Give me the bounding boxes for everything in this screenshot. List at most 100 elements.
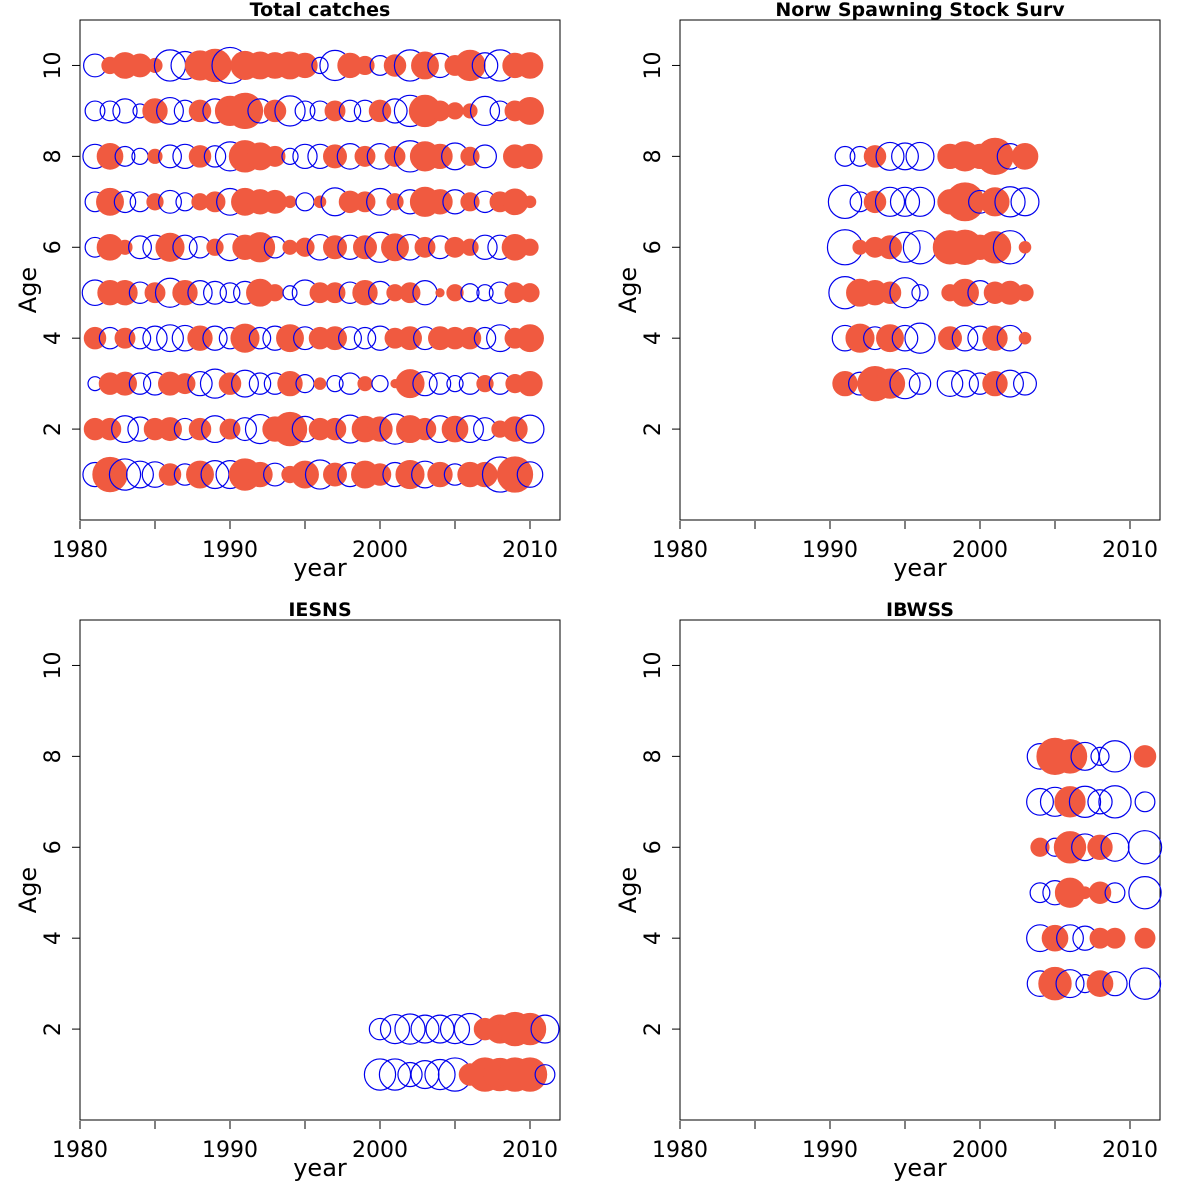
bubble-positive [1086, 970, 1114, 997]
bubble-negative [187, 370, 213, 397]
bubble-positive [1011, 143, 1039, 170]
x-axis-label: year [893, 554, 947, 582]
y-tick-label: 4 [41, 331, 66, 345]
bubble-negative [128, 326, 152, 350]
bubble-negative [397, 1061, 423, 1088]
bubble-negative [294, 100, 316, 122]
x-tick-label: 2010 [1102, 1138, 1158, 1163]
bubble-negative [292, 143, 318, 170]
bubble-positive [295, 237, 315, 257]
bubble-negative [891, 142, 919, 171]
bubble-positive [1134, 927, 1156, 949]
x-tick-label: 2010 [502, 1138, 558, 1163]
bubble-positive [174, 373, 196, 395]
bubble-positive [945, 182, 985, 222]
chart-panel: Total catches 1980 1990 2000 2010 2 4 6 8 10 year A… [14, 0, 561, 582]
bubble-negative [202, 325, 228, 351]
bubble-positive [446, 102, 464, 120]
bubble-positive [863, 145, 887, 168]
bubble-negative [516, 461, 544, 488]
bubble-positive [313, 195, 327, 209]
plot-frame [79, 619, 561, 1121]
bubble-positive [520, 283, 540, 303]
chart-panel: Norw Spawning Stock Surv 1980 1990 2000 2010… [614, 0, 1161, 582]
bubble-negative [1098, 785, 1132, 819]
bubble-negative [889, 277, 921, 309]
bubble-positive [186, 460, 214, 489]
bubble-positive [264, 145, 286, 167]
bubble-negative [156, 96, 184, 125]
y-tick-label: 4 [641, 331, 666, 345]
x-tick-label: 1990 [802, 538, 858, 563]
bubble-positive [323, 144, 347, 169]
x-tick-label: 1980 [652, 538, 708, 563]
bubble-negative [469, 95, 501, 127]
x-tick-label: 2010 [502, 538, 558, 563]
bubble-negative [1026, 787, 1054, 816]
y-tick-label: 6 [41, 840, 66, 854]
y-tick-label: 2 [41, 422, 66, 436]
bubble-positive [427, 189, 453, 215]
bubble-positive [446, 284, 464, 302]
bubble-negative [428, 372, 452, 395]
bubble-positive [512, 1057, 548, 1092]
bubble-positive [187, 325, 213, 351]
bubble-negative [1102, 970, 1128, 997]
bubble-negative [908, 372, 932, 395]
bubble-negative [1104, 882, 1126, 904]
bubble-negative [951, 324, 979, 352]
bubble-negative [410, 1014, 440, 1044]
bubble-positive [226, 92, 264, 130]
bubble-positive [1133, 745, 1157, 768]
bubble-negative [834, 145, 856, 167]
bubble-positive [938, 326, 962, 351]
bubble-positive [204, 191, 226, 213]
bubble-positive [247, 461, 273, 488]
bubble-negative [158, 189, 182, 214]
bubble-positive [516, 324, 544, 353]
bubble-negative [233, 417, 257, 442]
chart-title: Norw Spawning Stock Surv [775, 0, 1065, 21]
bubble-negative [1087, 789, 1113, 815]
y-tick-label: 6 [41, 240, 66, 254]
bubble-positive [218, 372, 242, 395]
bubble-negative [439, 1013, 471, 1045]
bubble-positive [368, 99, 392, 123]
bubble-positive [454, 49, 486, 82]
bubble-negative [111, 415, 139, 444]
bubble-negative [248, 326, 272, 350]
plot-frame [679, 19, 1161, 521]
bubble-positive [982, 370, 1008, 397]
bubble-positive [188, 417, 212, 441]
bubble-negative [379, 1013, 411, 1045]
bubble-positive [414, 236, 436, 258]
bubble-positive [517, 370, 543, 397]
bubble-positive [198, 48, 232, 83]
bubble-negative [114, 145, 136, 167]
bubble-negative [1128, 967, 1162, 1000]
x-axis-label: year [293, 1154, 347, 1182]
bubble-negative [911, 284, 929, 302]
bubble-negative [231, 369, 259, 398]
bubble-negative [84, 100, 106, 122]
bubble-positive [272, 411, 308, 447]
bubble-positive [1088, 881, 1112, 904]
bubble-negative [203, 280, 227, 305]
bubble-positive [188, 99, 212, 123]
bubble-positive [266, 284, 284, 302]
bubble-positive [411, 51, 439, 80]
bubble-negative [203, 145, 227, 168]
bubble-negative [1068, 785, 1102, 819]
bubble-positive [292, 52, 318, 79]
bubble-negative [891, 324, 919, 352]
bubble-negative [472, 234, 498, 260]
bubble-positive [147, 148, 163, 164]
bubble-positive [244, 232, 276, 263]
bubble-negative [456, 415, 484, 444]
bubble-negative [248, 372, 272, 395]
x-tick-label: 2000 [352, 538, 408, 563]
chart-title: Total catches [250, 0, 391, 21]
bubble-positive [386, 193, 404, 211]
bubble-negative [371, 374, 389, 393]
bubble-negative [156, 324, 184, 353]
